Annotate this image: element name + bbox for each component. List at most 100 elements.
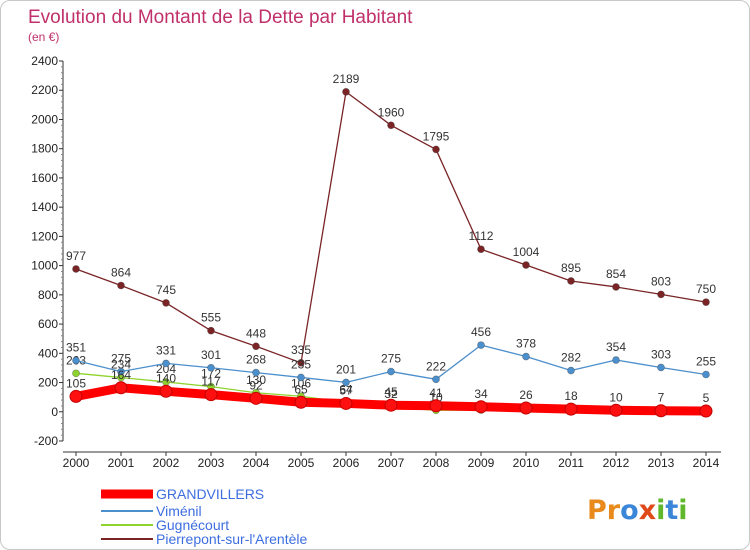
data-label: 803	[651, 274, 671, 288]
data-point	[654, 404, 668, 418]
y-tick-label: 1600	[31, 171, 58, 185]
data-label: 222	[426, 359, 446, 373]
legend-label: Pierrepont-sur-l'Arentèle	[156, 531, 308, 547]
y-tick-label: 600	[38, 317, 58, 331]
data-point	[564, 402, 578, 416]
data-point	[384, 398, 398, 412]
data-label: 204	[156, 362, 176, 376]
data-label: 1112	[469, 229, 494, 243]
x-tick-label: 2009	[468, 456, 495, 470]
data-point	[612, 283, 620, 291]
x-tick-label: 2003	[198, 456, 225, 470]
data-point	[342, 378, 350, 387]
data-label: 140	[156, 371, 176, 385]
data-point	[657, 290, 665, 299]
data-label: 105	[66, 376, 86, 390]
data-point	[252, 368, 260, 377]
data-label: 745	[156, 283, 176, 297]
data-label: 18	[564, 389, 578, 403]
data-point	[342, 88, 350, 96]
data-point	[522, 352, 530, 361]
data-label: 106	[291, 376, 311, 390]
series-1: 351 275 331 301 268 235 201 275 222 456 378 282 354 3…	[66, 325, 716, 387]
data-point	[114, 381, 128, 395]
y-tick-label: -200	[34, 434, 58, 448]
data-label: 65	[294, 382, 308, 396]
data-label: 234	[111, 358, 131, 372]
data-label: 331	[156, 343, 176, 357]
data-point	[162, 299, 170, 307]
data-label: 268	[246, 353, 266, 367]
x-tick-label: 2002	[153, 456, 180, 470]
legend-label: Viménil	[156, 503, 202, 519]
data-label: 57	[339, 383, 353, 397]
series-0: 105 164 140 117 92 65 57 45 41 34 26 18 10 7 5	[66, 368, 713, 418]
data-point	[432, 375, 440, 384]
data-label: 977	[66, 249, 86, 263]
x-tick-label: 2012	[603, 456, 630, 470]
y-tick-label: 2000	[31, 112, 58, 126]
data-label: 201	[336, 362, 356, 376]
legend: GRANDVILLERSViménilGugnécourtPierrepont-…	[101, 486, 308, 547]
data-label: 130	[246, 373, 266, 387]
series-layer: 9778647455554483352189196017951112100489…	[66, 72, 716, 418]
logo-letter: P	[587, 495, 607, 526]
data-label: 235	[291, 357, 311, 371]
data-point	[294, 395, 308, 409]
y-tick-label: 1400	[31, 200, 58, 214]
legend-label: Gugnécourt	[156, 517, 229, 533]
data-point	[297, 359, 305, 367]
data-point	[429, 399, 443, 413]
data-label: 1960	[378, 105, 405, 119]
data-label: 301	[201, 348, 221, 362]
chart-title: Evolution du Montant de la Dette par Hab…	[28, 7, 413, 28]
proxiti-logo: Proxiti	[587, 495, 688, 526]
data-label: 354	[606, 340, 626, 354]
data-label: 456	[471, 325, 491, 339]
data-point	[117, 367, 125, 376]
data-point	[657, 363, 665, 372]
data-point	[699, 404, 713, 418]
data-point	[522, 261, 530, 269]
data-label: 32	[384, 387, 398, 401]
data-label: 351	[66, 340, 86, 354]
x-tick-label: 2014	[693, 456, 720, 470]
data-label: 10	[609, 390, 623, 404]
data-point	[297, 373, 305, 382]
data-label: 275	[111, 352, 131, 366]
y-tick-label: 800	[38, 288, 58, 302]
data-label: 5	[703, 391, 710, 405]
data-label: 335	[291, 343, 311, 357]
data-label: 164	[111, 368, 131, 382]
data-label: 282	[561, 351, 581, 365]
data-point	[387, 367, 395, 376]
logo-letter: i	[656, 495, 665, 526]
data-point	[69, 389, 83, 403]
data-label: 303	[651, 347, 671, 361]
logo-letter: x	[639, 495, 656, 526]
data-point	[159, 384, 173, 398]
data-point	[477, 341, 485, 349]
y-tick-label: 1800	[31, 142, 58, 156]
x-tick-label: 2013	[648, 456, 675, 470]
data-label: 448	[246, 326, 266, 340]
data-point	[432, 145, 440, 154]
data-label: 854	[606, 267, 626, 281]
data-label: 45	[384, 385, 398, 399]
data-label: 895	[561, 261, 581, 275]
logo-letter: i	[678, 495, 687, 526]
data-point	[207, 326, 215, 335]
data-point	[702, 370, 710, 379]
x-tick-label: 2005	[288, 456, 315, 470]
y-tick-label: 2400	[31, 54, 58, 68]
data-point	[612, 356, 620, 364]
logo-letter: r	[607, 495, 621, 526]
y-tick-label: 200	[38, 376, 58, 390]
data-point	[117, 281, 125, 290]
data-point	[477, 245, 485, 254]
x-tick-label: 2006	[333, 456, 360, 470]
data-label: 117	[201, 375, 220, 389]
x-tick-label: 2010	[513, 456, 540, 470]
data-point	[702, 298, 710, 306]
